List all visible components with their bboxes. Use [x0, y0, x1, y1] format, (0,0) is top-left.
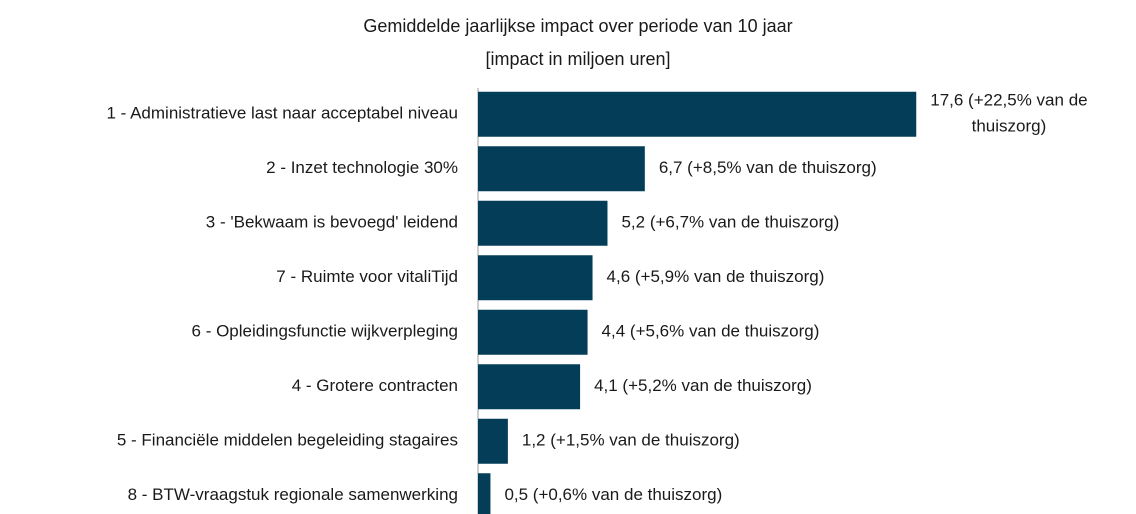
bar [478, 364, 581, 410]
category-label: 6 - Opleidingsfunctie wijkverpleging [192, 322, 458, 341]
category-label: 4 - Grotere contracten [292, 376, 458, 395]
value-label: 4,4 (+5,6% van de thuiszorg) [602, 322, 820, 341]
bar [478, 309, 588, 355]
value-label: 4,1 (+5,2% van de thuiszorg) [594, 376, 812, 395]
chart-title: Gemiddelde jaarlijkse impact over period… [363, 16, 792, 36]
bar [478, 255, 593, 301]
value-label: 6,7 (+8,5% van de thuiszorg) [659, 158, 877, 177]
category-label: 1 - Administratieve last naar acceptabel… [106, 104, 458, 123]
bar [478, 418, 508, 464]
bar [478, 473, 491, 514]
category-label: 8 - BTW-vraagstuk regionale samenwerking [128, 485, 458, 504]
category-label: 2 - Inzet technologie 30% [266, 158, 458, 177]
chart-subtitle: [impact in miljoen uren] [485, 49, 670, 69]
value-label: 5,2 (+6,7% van de thuiszorg) [621, 213, 839, 232]
category-label: 5 - Financiële middelen begeleiding stag… [117, 431, 458, 450]
bar [478, 91, 917, 137]
value-label: 4,6 (+5,9% van de thuiszorg) [607, 267, 825, 286]
value-label: 0,5 (+0,6% van de thuiszorg) [504, 485, 722, 504]
category-label: 7 - Ruimte voor vitaliTijd [276, 267, 458, 286]
value-label: 1,2 (+1,5% van de thuiszorg) [522, 431, 740, 450]
bar [478, 200, 608, 246]
value-label: 17,6 (+22,5% van de thuiszorg) [930, 91, 1087, 136]
bar [478, 146, 645, 192]
category-label: 3 - 'Bekwaam is bevoegd' leidend [206, 213, 458, 232]
